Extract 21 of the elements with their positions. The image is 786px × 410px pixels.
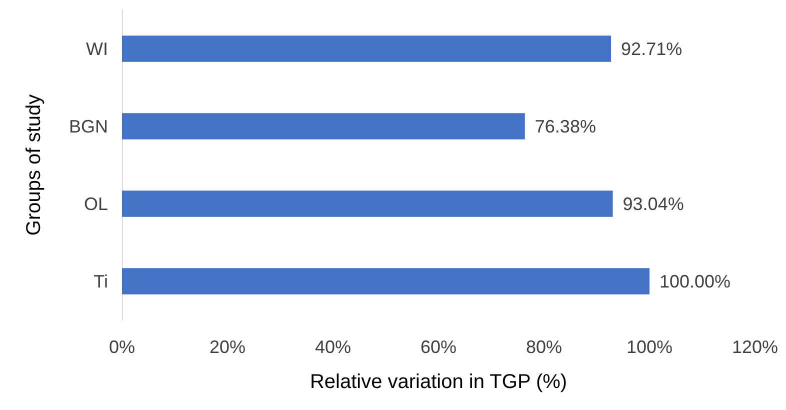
- bar: [122, 36, 612, 62]
- y-tick-label: OL: [84, 194, 108, 214]
- bar: [122, 113, 525, 140]
- x-tick-label: 80%: [526, 337, 562, 357]
- x-tick-label: 0%: [108, 337, 136, 357]
- data-label: 76.38%: [534, 116, 596, 136]
- data-label: 93.04%: [622, 194, 684, 214]
- y-tick-label: WI: [86, 38, 108, 59]
- y-axis-title: Groups of study: [23, 94, 45, 236]
- bar: [122, 190, 613, 217]
- x-tick-label: 100%: [626, 337, 673, 357]
- bar: [122, 268, 650, 294]
- data-label: 92.71%: [621, 38, 682, 59]
- x-tick-label: 40%: [314, 337, 352, 357]
- y-tick-label: Ti: [94, 271, 108, 292]
- x-axis-title: Relative variation in TGP (%): [310, 371, 568, 393]
- y-tick-label: BGN: [68, 116, 108, 136]
- data-label: 100.00%: [660, 271, 731, 292]
- x-tick-label: 60%: [420, 337, 457, 357]
- x-tick-label: 20%: [209, 337, 246, 357]
- x-tick-label: 120%: [732, 337, 778, 357]
